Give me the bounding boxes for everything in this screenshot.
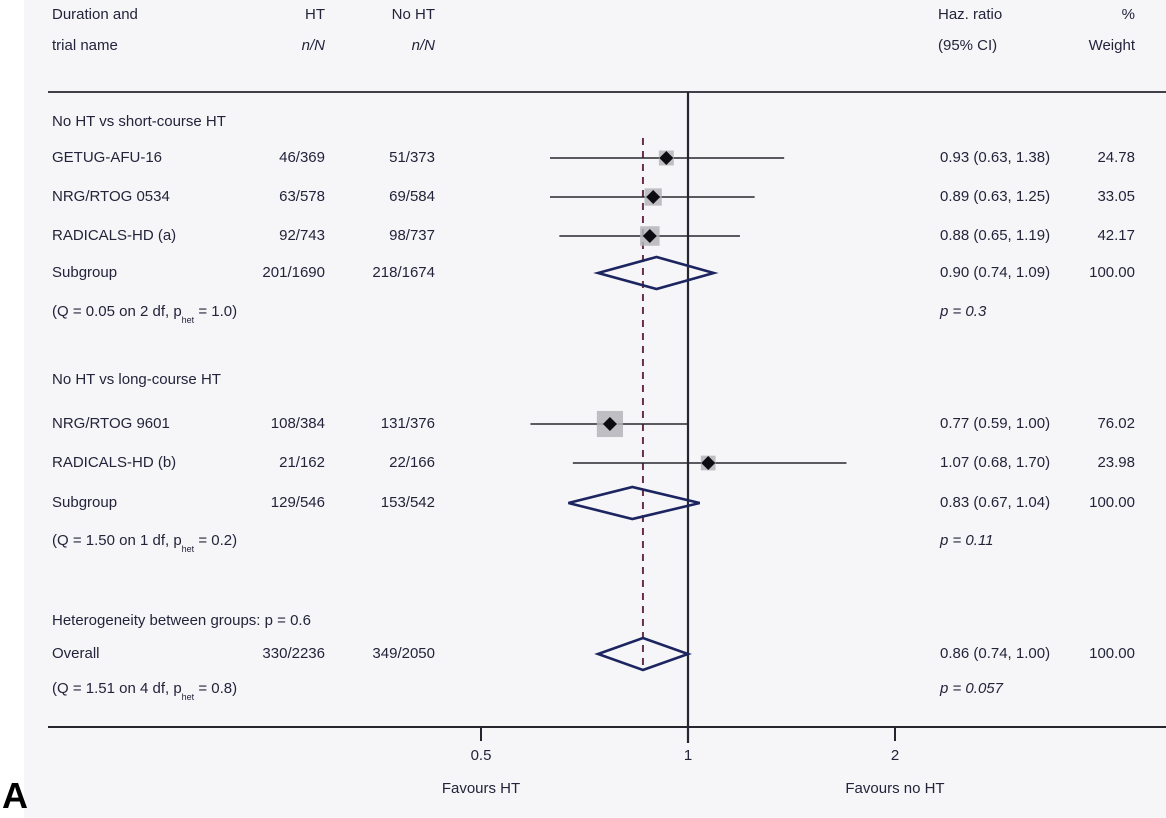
point-estimate-marker <box>701 456 716 470</box>
weight-value: 76.02 <box>1097 415 1135 432</box>
hr-ci-value: 0.88 (0.65, 1.19) <box>940 227 1051 244</box>
point-estimate-marker <box>642 229 657 243</box>
no-ht-value: 51/373 <box>389 149 435 166</box>
weight-value: 100.00 <box>1089 264 1135 281</box>
hr-ci-value: 0.83 (0.67, 1.04) <box>940 494 1051 511</box>
subgroup-diamond <box>568 485 701 521</box>
no-ht-value: 98/737 <box>389 227 435 244</box>
group-title: No HT vs long-course HT <box>52 371 221 388</box>
header-ht-nn: n/N <box>301 37 325 54</box>
p-value: p = 0.3 <box>940 303 987 320</box>
p-value: p = 0.11 <box>940 532 994 549</box>
weight-value: 24.78 <box>1097 149 1135 166</box>
tick-label: 0.5 <box>470 747 492 764</box>
no-ht-value: 218/1674 <box>372 264 435 281</box>
hr-ci-value: 0.90 (0.74, 1.09) <box>940 264 1051 281</box>
header-95ci: (95% CI) <box>938 37 998 54</box>
header-haz-ratio: Haz. ratio <box>938 6 1003 23</box>
subgroup-diamond <box>593 255 719 291</box>
header-duration: Duration and <box>52 6 138 23</box>
header-trial-name: trial name <box>52 37 118 54</box>
point-estimate-marker <box>646 190 661 204</box>
trial-name: GETUG-AFU-16 <box>52 149 163 166</box>
overall-diamond <box>594 636 692 672</box>
heterogeneity-note: Heterogeneity between groups: p = 0.6 <box>52 612 311 629</box>
ht-value: 21/162 <box>279 454 325 471</box>
tick-label: 2 <box>890 747 900 764</box>
trial-name: RADICALS-HD (a) <box>52 227 177 244</box>
ht-value: 46/369 <box>279 149 325 166</box>
header-ht: HT <box>305 6 325 23</box>
hr-ci-value: 1.07 (0.68, 1.70) <box>940 454 1051 471</box>
subgroup-name: Subgroup <box>52 264 118 281</box>
ht-value: 201/1690 <box>262 264 325 281</box>
q-statistic: (Q = 0.05 on 2 df, phet = 1.0) <box>52 303 238 325</box>
hr-ci-value: 0.86 (0.74, 1.00) <box>940 645 1051 662</box>
hr-ci-value: 0.77 (0.59, 1.00) <box>940 415 1051 432</box>
weight-value: 23.98 <box>1097 454 1135 471</box>
no-ht-value: 69/584 <box>389 188 435 205</box>
group-title: No HT vs short-course HT <box>52 113 226 130</box>
weight-value: 42.17 <box>1097 227 1135 244</box>
trial-name: RADICALS-HD (b) <box>52 454 177 471</box>
header-percent: % <box>1121 6 1135 23</box>
ht-value: 129/546 <box>270 494 325 511</box>
overall-p-value: p = 0.057 <box>940 680 1003 697</box>
tick-label: 1 <box>683 747 693 764</box>
header-no-ht: No HT <box>391 6 435 23</box>
overall-q-statistic: (Q = 1.51 on 4 df, phet = 0.8) <box>52 680 238 702</box>
q-statistic: (Q = 1.50 on 1 df, phet = 0.2) <box>52 532 238 554</box>
weight-value: 100.00 <box>1089 494 1135 511</box>
weight-value: 100.00 <box>1089 645 1135 662</box>
no-ht-value: 131/376 <box>380 415 435 432</box>
ht-value: 330/2236 <box>262 645 325 662</box>
point-estimate-marker <box>602 417 617 431</box>
no-ht-value: 153/542 <box>380 494 435 511</box>
trial-name: NRG/RTOG 9601 <box>52 415 170 432</box>
subgroup-name: Subgroup <box>52 494 118 511</box>
panel-letter: A <box>2 775 28 816</box>
left-margin <box>0 0 24 818</box>
favours-ht-label: Favours HT <box>441 780 521 797</box>
no-ht-value: 349/2050 <box>372 645 435 662</box>
overall-name: Overall <box>52 645 100 662</box>
ht-value: 108/384 <box>270 415 325 432</box>
header-weight: Weight <box>1088 37 1135 54</box>
header-no-ht-nn: n/N <box>411 37 435 54</box>
weight-value: 33.05 <box>1097 188 1135 205</box>
ht-value: 63/578 <box>279 188 325 205</box>
no-ht-value: 22/166 <box>389 454 435 471</box>
hr-ci-value: 0.89 (0.63, 1.25) <box>940 188 1051 205</box>
favours-no-ht-label: Favours no HT <box>845 780 945 797</box>
point-estimate-marker <box>659 151 674 165</box>
trial-name: NRG/RTOG 0534 <box>52 188 170 205</box>
ht-value: 92/743 <box>279 227 325 244</box>
hr-ci-value: 0.93 (0.63, 1.38) <box>940 149 1051 166</box>
